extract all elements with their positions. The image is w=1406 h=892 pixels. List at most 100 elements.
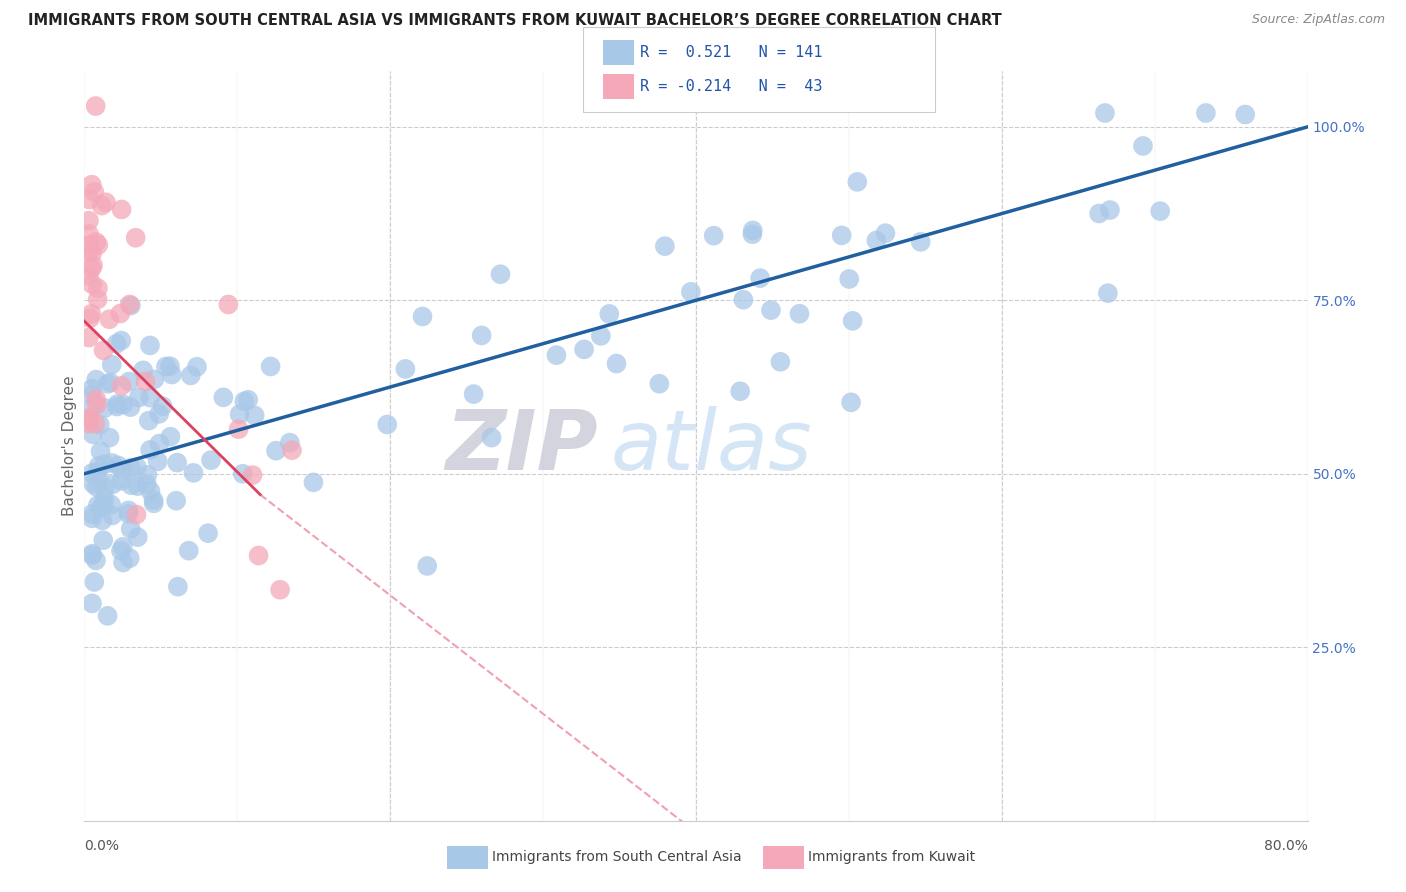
- Point: [107, 458, 129, 473]
- Point: [94, 401, 117, 415]
- Point: [264, 443, 287, 458]
- Point: [120, 400, 142, 414]
- Y-axis label: Bachelor's Degree: Bachelor's Degree: [62, 376, 77, 516]
- Point: [589, 329, 612, 343]
- Point: [111, 540, 134, 554]
- Point: [481, 431, 503, 445]
- Point: [572, 343, 595, 357]
- Point: [789, 307, 811, 321]
- Point: [159, 430, 181, 444]
- Point: [259, 359, 281, 374]
- Point: [80, 596, 103, 610]
- Point: [165, 493, 187, 508]
- Point: [105, 397, 128, 411]
- Point: [97, 608, 120, 623]
- Point: [77, 238, 100, 252]
- Point: [875, 226, 897, 240]
- Point: [83, 185, 105, 199]
- Point: [80, 401, 103, 415]
- Point: [302, 475, 325, 490]
- Point: [77, 417, 100, 431]
- Point: [142, 496, 165, 510]
- Point: [152, 399, 174, 413]
- Point: [86, 293, 108, 307]
- Point: [839, 395, 862, 409]
- Point: [87, 238, 110, 252]
- Point: [86, 398, 108, 412]
- Point: [82, 476, 104, 491]
- Point: [80, 511, 103, 525]
- Point: [865, 234, 887, 248]
- Point: [117, 503, 139, 517]
- Point: [91, 513, 114, 527]
- Point: [247, 549, 270, 563]
- Point: [759, 303, 782, 318]
- Point: [112, 556, 135, 570]
- Point: [127, 479, 149, 493]
- Point: [186, 359, 208, 374]
- Point: [80, 261, 103, 276]
- Point: [180, 368, 202, 383]
- Point: [80, 388, 103, 402]
- Point: [228, 407, 250, 421]
- Point: [112, 397, 135, 411]
- Point: [394, 362, 416, 376]
- Point: [127, 530, 149, 544]
- Point: [111, 463, 134, 477]
- Point: [84, 99, 107, 113]
- Point: [124, 231, 146, 245]
- Point: [87, 498, 110, 512]
- Point: [1098, 202, 1121, 217]
- Point: [197, 526, 219, 541]
- Point: [166, 456, 188, 470]
- Point: [728, 384, 751, 399]
- Point: [118, 297, 141, 311]
- Point: [1132, 139, 1154, 153]
- Point: [87, 458, 110, 473]
- Point: [77, 244, 100, 259]
- Point: [846, 175, 869, 189]
- Point: [228, 422, 250, 436]
- Point: [741, 227, 763, 242]
- Point: [1088, 206, 1111, 220]
- Point: [77, 268, 100, 283]
- Point: [831, 228, 853, 243]
- Point: [93, 491, 115, 506]
- Point: [101, 477, 124, 491]
- Point: [242, 468, 264, 483]
- Point: [212, 390, 235, 404]
- Point: [82, 427, 104, 442]
- Point: [838, 272, 860, 286]
- Point: [84, 417, 107, 431]
- Point: [101, 456, 124, 470]
- Point: [1149, 204, 1171, 219]
- Point: [769, 355, 792, 369]
- Point: [125, 508, 148, 522]
- Point: [703, 228, 725, 243]
- Point: [139, 484, 162, 499]
- Point: [110, 543, 132, 558]
- Point: [489, 267, 512, 281]
- Point: [269, 582, 291, 597]
- Point: [86, 465, 108, 479]
- Point: [233, 394, 256, 409]
- Point: [1094, 106, 1116, 120]
- Point: [110, 202, 132, 217]
- Point: [278, 435, 301, 450]
- Point: [135, 375, 157, 389]
- Point: [375, 417, 398, 432]
- Point: [120, 460, 142, 475]
- Point: [77, 330, 100, 344]
- Point: [139, 391, 162, 405]
- Point: [159, 359, 181, 374]
- Point: [741, 223, 763, 237]
- Point: [86, 480, 108, 494]
- Point: [101, 508, 124, 523]
- Point: [412, 310, 434, 324]
- Point: [87, 281, 110, 295]
- Point: [98, 376, 121, 390]
- Point: [120, 299, 142, 313]
- Point: [98, 431, 121, 445]
- Point: [167, 580, 190, 594]
- Point: [110, 307, 132, 321]
